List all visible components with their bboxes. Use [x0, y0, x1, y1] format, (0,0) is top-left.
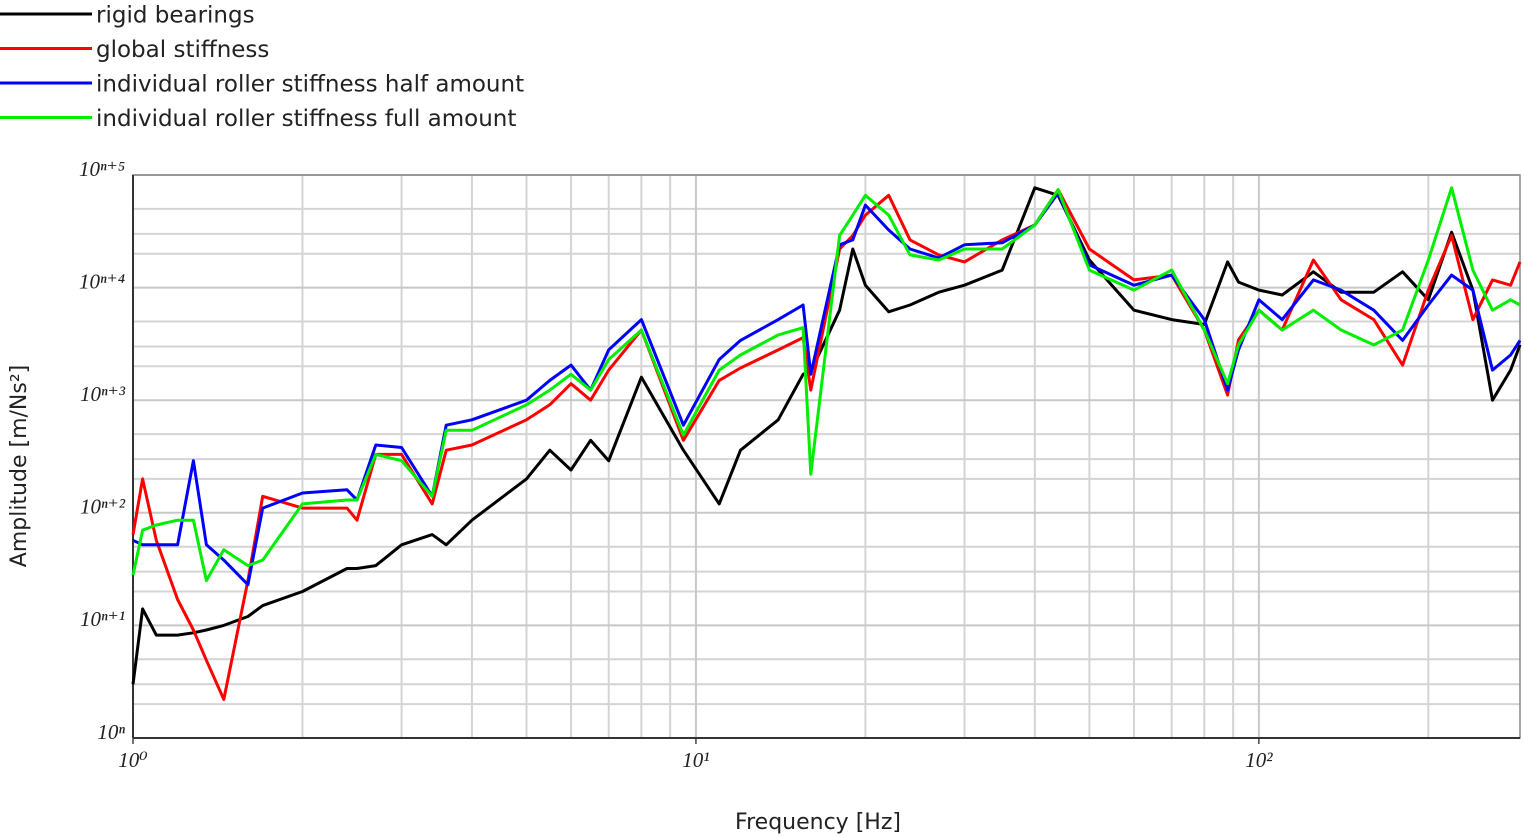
- legend-label: global stiffness: [96, 37, 269, 63]
- y-tick-label: 10ⁿ⁺⁴: [79, 269, 125, 293]
- y-tick-label: 10ⁿ⁺¹: [80, 607, 125, 631]
- series-line: [132, 191, 1522, 587]
- y-tick-label: 10ⁿ⁺³: [80, 382, 126, 406]
- legend-label: individual roller stiffness full amount: [96, 106, 516, 132]
- legend-label: rigid bearings: [96, 3, 255, 29]
- series-line: [131, 188, 1522, 701]
- plot-frame: [132, 174, 1521, 739]
- x-tick-label: 10²: [1245, 748, 1273, 772]
- legend-label: individual roller stiffness half amount: [96, 72, 524, 98]
- y-axis-title: Amplitude [m/Ns²]: [7, 365, 32, 567]
- y-tick-label: 10ⁿ: [97, 720, 125, 744]
- x-tick-label: 10¹: [682, 748, 709, 772]
- y-tick-label: 10ⁿ⁺²: [80, 495, 126, 519]
- x-axis-title: Frequency [Hz]: [735, 810, 901, 835]
- x-tick-label: 10⁰: [118, 748, 148, 772]
- series-line: [131, 186, 1521, 583]
- y-tick-label: 10ⁿ⁺⁵: [79, 157, 125, 181]
